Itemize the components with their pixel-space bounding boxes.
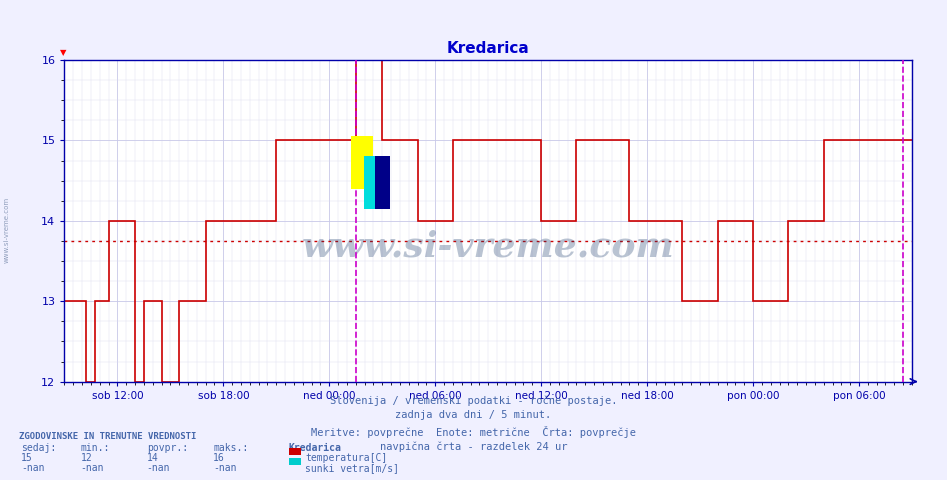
Bar (350, 136, 373, 189)
Text: 16: 16 (213, 453, 224, 463)
Text: min.:: min.: (80, 443, 110, 453)
Text: ▼: ▼ (61, 48, 66, 57)
Bar (375, 156, 389, 209)
Text: 15: 15 (21, 453, 32, 463)
Text: -nan: -nan (80, 463, 104, 473)
Text: www.si-vreme.com: www.si-vreme.com (4, 197, 9, 264)
Text: temperatura[C]: temperatura[C] (305, 453, 387, 463)
Text: -nan: -nan (147, 463, 170, 473)
Bar (364, 156, 386, 209)
Title: Kredarica: Kredarica (447, 41, 529, 56)
Text: ZGODOVINSKE IN TRENUTNE VREDNOSTI: ZGODOVINSKE IN TRENUTNE VREDNOSTI (19, 432, 196, 441)
Text: -nan: -nan (213, 463, 237, 473)
Text: sunki vetra[m/s]: sunki vetra[m/s] (305, 463, 399, 473)
Text: 14: 14 (147, 453, 158, 463)
Text: sedaj:: sedaj: (21, 443, 56, 453)
Text: Slovenija / vremenski podatki - ročne postaje.
zadnja dva dni / 5 minut.
Meritve: Slovenija / vremenski podatki - ročne po… (311, 396, 636, 452)
Text: www.si-vreme.com: www.si-vreme.com (302, 229, 674, 264)
Text: Kredarica: Kredarica (289, 443, 342, 453)
Text: maks.:: maks.: (213, 443, 248, 453)
Text: -nan: -nan (21, 463, 45, 473)
Text: povpr.:: povpr.: (147, 443, 188, 453)
Text: 12: 12 (80, 453, 92, 463)
